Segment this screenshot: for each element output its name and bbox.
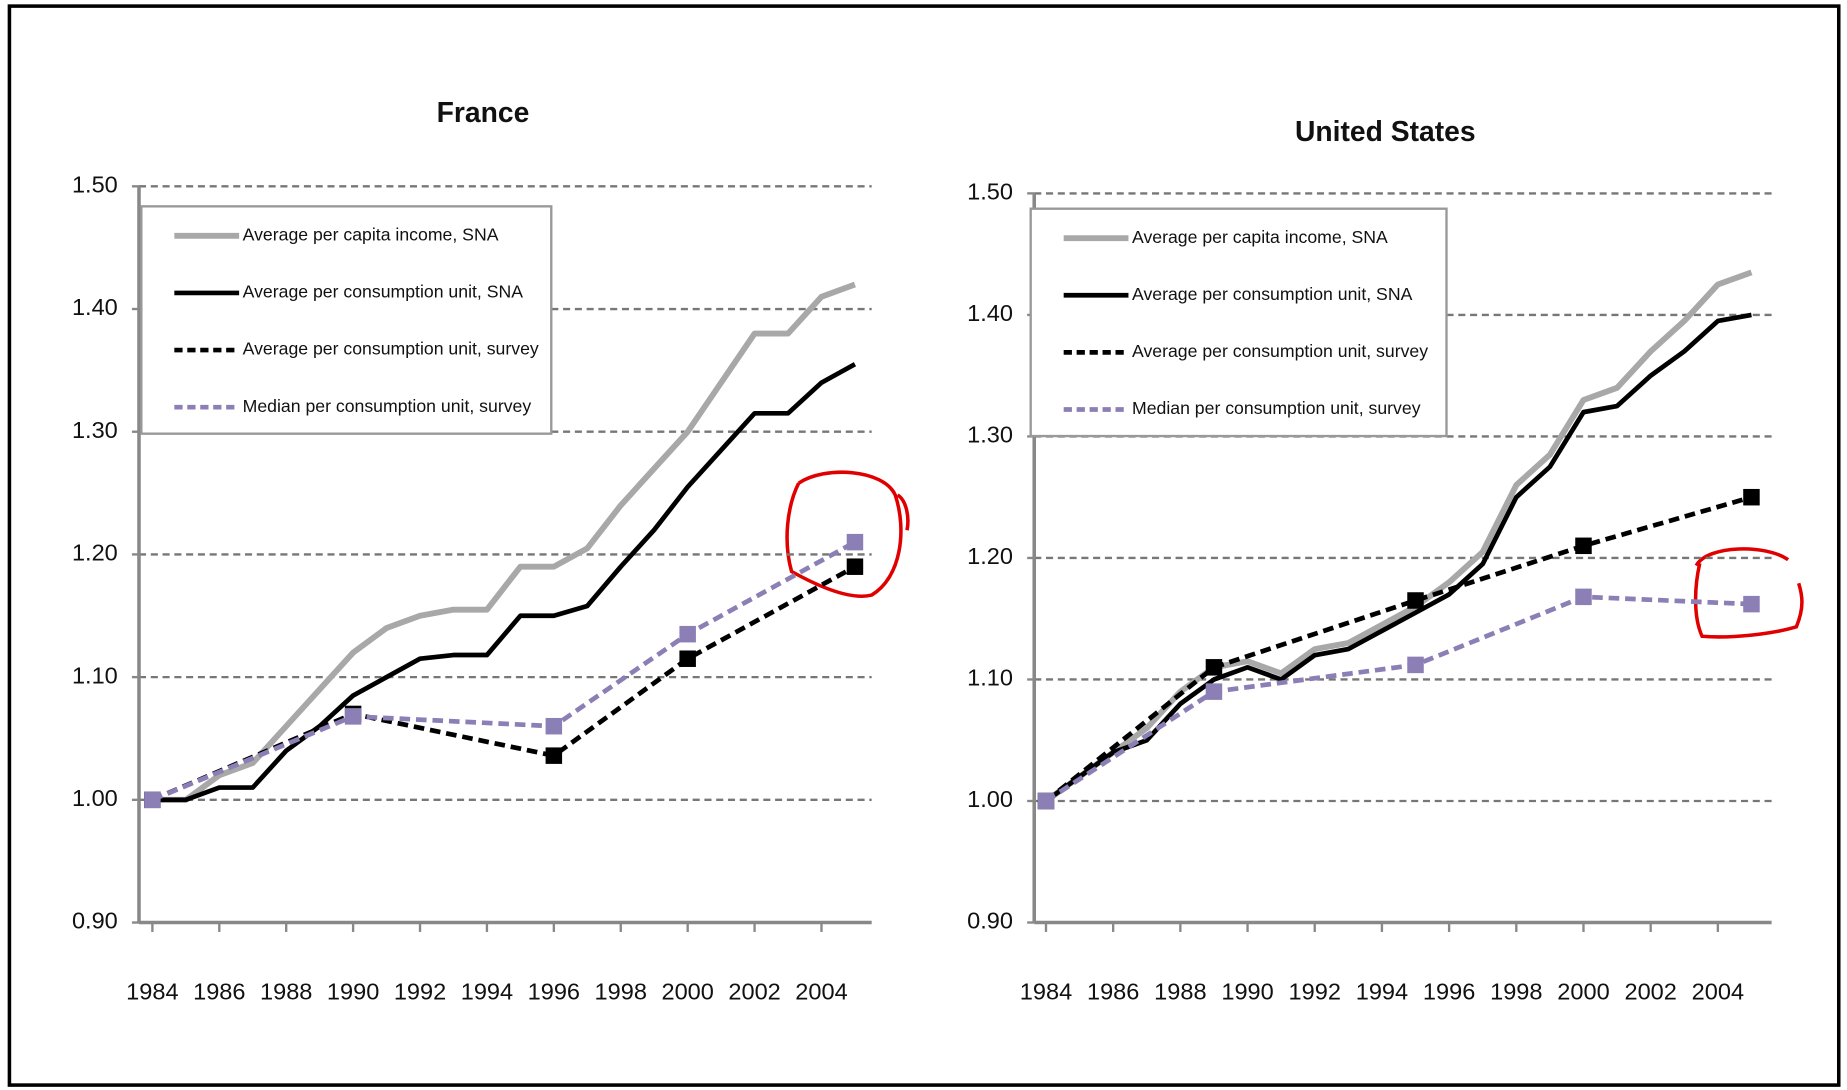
series-marker [846,533,864,551]
x-tick-label: 1986 [193,978,245,1004]
series-marker [1037,792,1055,810]
x-tick-label: 2000 [661,978,713,1004]
x-tick-label: 1992 [1289,978,1341,1004]
x-tick-label: 2002 [1624,978,1676,1004]
series-marker [1205,683,1223,700]
x-tick-label: 1998 [1490,978,1542,1004]
y-tick-label: 1.40 [72,294,118,320]
legend-label: Average per consumption unit, SNA [243,282,524,302]
legend-label: Average per consumption unit, SNA [1132,284,1413,304]
x-tick-label: 1994 [1356,978,1408,1004]
series-line [1044,594,1752,803]
series-marker [679,625,696,643]
legend-label: Average per capita income, SNA [243,224,499,244]
series-marker [1575,588,1592,606]
series-marker [1743,488,1760,506]
annotation-circle [1693,547,1804,639]
y-tick-label: 0.90 [967,908,1013,934]
series-marker [344,708,362,725]
x-tick-label: 1990 [327,978,379,1004]
legend-label: Average per consumption unit, survey [1132,341,1428,361]
legend-label: Average per capita income, SNA [1132,227,1388,247]
series-line [151,564,857,802]
series-marker [1575,537,1592,555]
series-marker [846,558,864,575]
x-tick-label: 1984 [1020,978,1072,1004]
legend-label: Median per consumption unit, survey [1132,398,1421,418]
y-tick-label: 1.50 [967,179,1013,205]
x-tick-label: 2004 [795,978,847,1004]
x-tick-label: 1994 [461,978,513,1004]
y-tick-label: 1.30 [72,417,118,443]
legend-label: Average per consumption unit, survey [243,339,539,359]
x-tick-label: 1998 [595,978,647,1004]
y-tick-label: 1.20 [72,540,118,566]
chart-title: United States [1295,115,1476,147]
x-tick-label: 1988 [260,978,312,1004]
y-tick-label: 1.30 [967,422,1013,448]
series-line [152,362,857,803]
y-tick-label: 1.40 [967,300,1013,326]
series-marker [679,650,696,667]
series-marker [545,747,563,764]
x-tick-label: 2002 [728,978,780,1004]
legend-box [1029,207,1448,438]
series-line [1044,494,1753,803]
y-tick-label: 1.50 [72,172,118,198]
x-tick-label: 1986 [1087,978,1139,1004]
series-marker [144,791,161,809]
series-marker [1407,656,1424,674]
y-tick-label: 1.10 [967,665,1013,691]
series-line [152,281,856,803]
x-tick-label: 1988 [1154,978,1206,1004]
chart-title: France [437,96,530,128]
legend-box [140,205,553,435]
x-tick-label: 2004 [1692,978,1744,1004]
x-tick-label: 1992 [394,978,446,1004]
x-tick-label: 1984 [126,978,178,1004]
x-tick-label: 1996 [528,978,580,1004]
y-tick-label: 1.20 [967,543,1013,569]
series-marker [545,717,563,735]
x-tick-label: 1990 [1221,978,1273,1004]
x-tick-label: 2000 [1557,978,1609,1004]
y-tick-label: 1.00 [967,786,1013,812]
x-tick-label: 1996 [1423,978,1475,1004]
annotation-circle [785,470,910,598]
legend-label: Median per consumption unit, survey [243,396,532,416]
series-marker [1743,595,1760,613]
frame [7,4,1841,1087]
y-tick-label: 1.10 [72,662,118,688]
y-tick-label: 0.90 [72,908,118,934]
series-marker [1205,659,1223,676]
series-marker [1407,592,1424,609]
y-tick-label: 1.00 [72,785,118,811]
